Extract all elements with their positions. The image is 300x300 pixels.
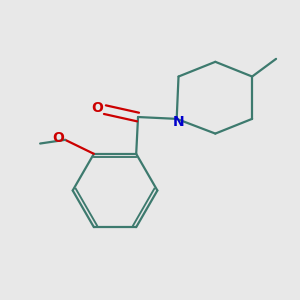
Text: N: N [173,115,184,129]
Text: O: O [52,131,64,145]
Text: O: O [91,101,103,115]
